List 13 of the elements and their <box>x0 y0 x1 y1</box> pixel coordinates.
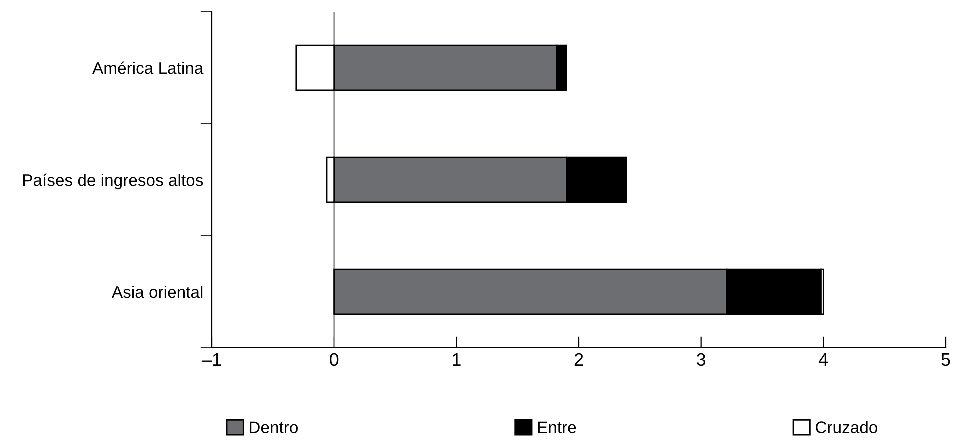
x-tick-label: 5 <box>942 354 950 366</box>
legend-label: Entre <box>538 422 576 434</box>
legend-label: Dentro <box>250 422 298 434</box>
y-tick-label: Asia oriental <box>112 286 203 298</box>
x-tick-label: 3 <box>697 353 706 366</box>
legend-label: Cruzado <box>816 421 878 434</box>
y-tick-label: América Latina <box>92 62 204 74</box>
x-tick-label: –1 <box>202 354 222 366</box>
y-tick-label: Países de ingresos altos <box>23 174 204 190</box>
x-tick-label: 1 <box>453 354 461 366</box>
x-tick-label: 0 <box>330 353 339 366</box>
x-tick-label: 4 <box>819 354 828 366</box>
x-tick-label: 2 <box>574 353 584 366</box>
